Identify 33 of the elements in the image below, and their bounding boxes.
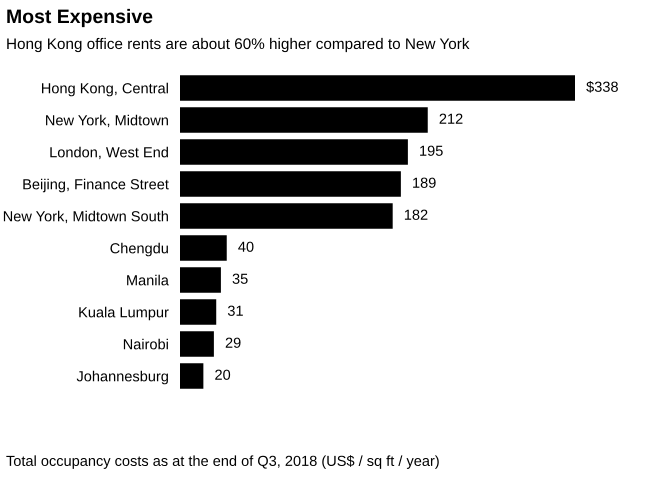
bar	[180, 299, 216, 325]
bar	[180, 235, 227, 261]
y-tick-label: London, West End	[50, 146, 168, 160]
chart-title: Most Expensive	[7, 8, 152, 28]
data-label: 189	[413, 178, 436, 188]
y-tick-label: Manila	[127, 274, 169, 286]
data-label: 29	[226, 338, 241, 348]
bar	[180, 267, 221, 293]
bar	[180, 331, 214, 357]
bar	[180, 363, 204, 389]
bar	[180, 203, 393, 229]
data-label: 212	[440, 114, 462, 124]
y-tick-label: Nairobi	[124, 338, 168, 350]
chart-subtitle: Hong Kong office rents are about 60% higher compared to New York	[7, 38, 470, 52]
bar	[180, 171, 401, 197]
data-label: 31	[228, 306, 243, 316]
y-tick-label: Johannesburg	[76, 370, 168, 384]
text: Total occupancy costs as at the end of Q3, 2018 (US$ / sq ft / year)	[6, 455, 439, 469]
y-tick-label: Beijing, Finance Street	[23, 178, 169, 192]
bar	[180, 139, 408, 165]
data-label: 182	[404, 210, 428, 220]
data-label: 195	[420, 146, 443, 156]
y-tick-label: Hong Kong, Central	[42, 82, 168, 96]
data-label: $338	[586, 80, 618, 93]
y-tick-label: New York, Midtown South	[4, 210, 168, 224]
data-label: 40	[238, 242, 254, 252]
y-tick-label: Chengdu	[110, 242, 168, 256]
bar	[180, 107, 428, 133]
y-tick-label: Kuala Lumpur	[79, 306, 169, 320]
bar	[180, 75, 575, 101]
data-label: 35	[232, 274, 248, 284]
y-tick-label: New York, Midtown	[46, 114, 168, 128]
data-label: 20	[215, 370, 230, 380]
